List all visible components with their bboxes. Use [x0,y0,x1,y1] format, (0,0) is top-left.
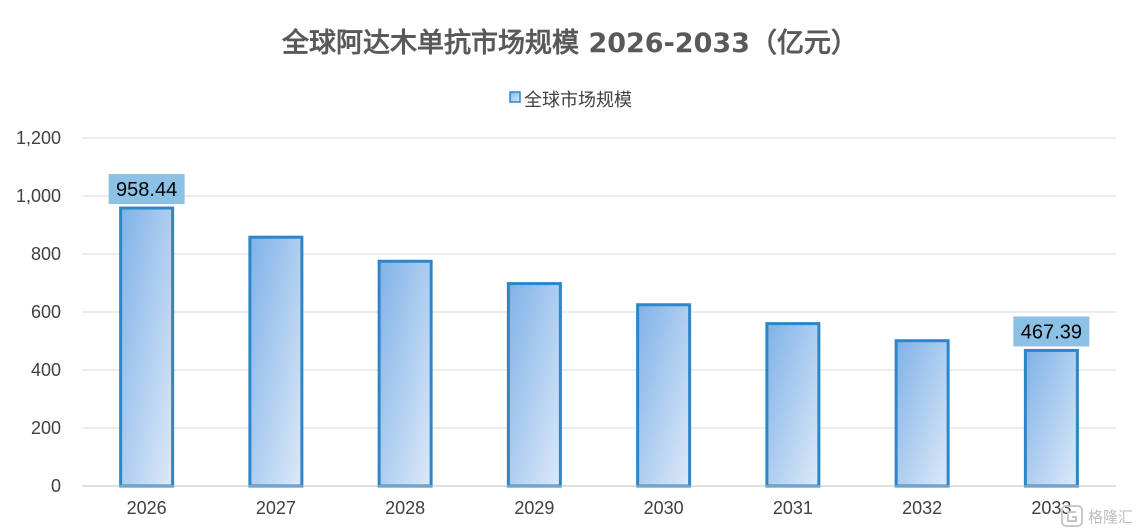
x-tick-label: 2033 [1031,498,1071,518]
bar-2027 [248,235,304,488]
gelonghui-logo-icon [1061,505,1083,527]
chart-title: 全球阿达木单抗市场规模 2026-2033（亿元） [281,27,858,59]
data-label-text: 958.44 [116,179,177,201]
data-label-background [108,174,185,205]
data-labels: 958.44 467.39 [108,174,1090,347]
y-tick-label: 400 [31,360,61,380]
data-label-2026: 958.44 [108,174,185,205]
bar-2026 [119,206,175,488]
y-tick-label: 200 [31,418,61,438]
y-axis-ticks: 0 200 400 600 800 1,000 1,200 [16,128,61,496]
bar-2032 [894,339,950,488]
data-label-2033: 467.39 [1013,316,1090,347]
bar-2031 [765,322,821,488]
bar-2028 [377,259,433,488]
x-tick-label: 2032 [902,498,942,518]
legend-label: 全球市场规模 [524,90,632,111]
x-tick-label: 2029 [514,498,554,518]
x-tick-label: 2030 [644,498,684,518]
x-tick-label: 2028 [385,498,425,518]
x-tick-label: 2031 [773,498,813,518]
y-tick-label: 0 [51,476,61,496]
bar-2029 [506,282,562,488]
bar-2033 [1023,348,1079,488]
x-axis-ticks: 2026 2027 2028 2029 2030 2031 2032 2033 [127,498,1072,518]
gridlines [82,137,1116,429]
legend-swatch [509,91,521,103]
y-tick-label: 600 [31,302,61,322]
bar-2030 [636,303,692,488]
watermark-text: 格隆汇 [1088,508,1133,526]
bars [119,206,1079,488]
data-label-text: 467.39 [1021,321,1082,343]
y-tick-label: 1,200 [16,128,61,148]
data-label-background [1013,316,1090,347]
legend: 全球市场规模 [509,90,632,111]
watermark: 格隆汇 [1061,505,1133,527]
x-tick-label: 2027 [256,498,296,518]
x-tick-label: 2026 [127,498,167,518]
y-tick-label: 1,000 [16,186,61,206]
y-tick-label: 800 [31,244,61,264]
